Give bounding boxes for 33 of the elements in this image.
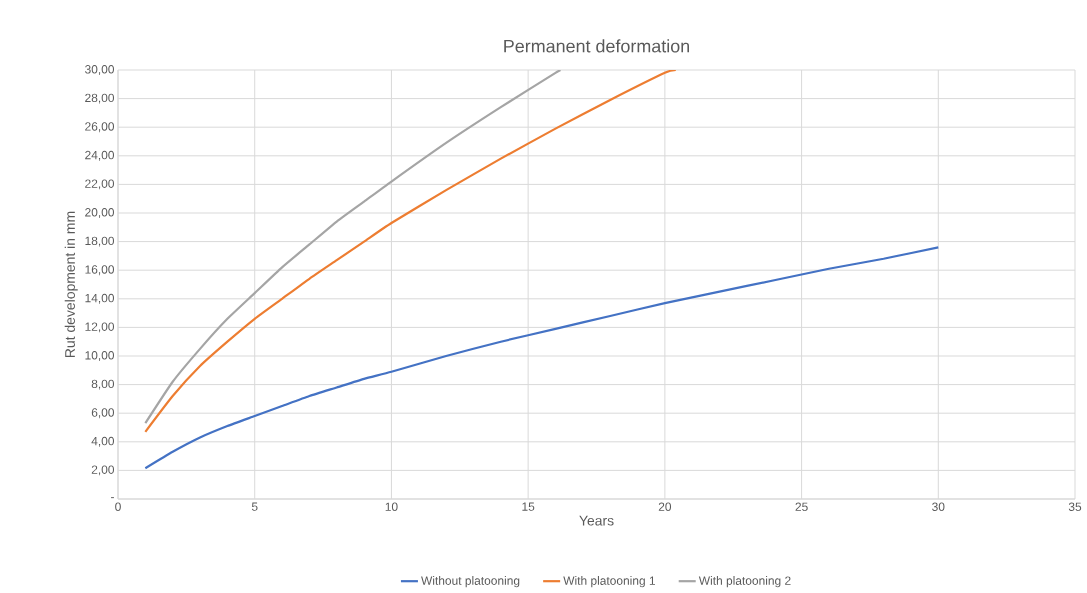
legend-label: Without platooning [421, 576, 520, 588]
x-tick-label: 10 [385, 502, 398, 511]
y-tick-label: 6,00 [91, 408, 115, 419]
y-tick-label: 18,00 [85, 236, 115, 247]
legend-label: With platooning 2 [698, 576, 791, 588]
x-tick-label: 25 [795, 502, 808, 511]
x-tick-label: 0 [115, 502, 121, 511]
y-tick-label: 16,00 [85, 265, 115, 276]
x-tick-label: 35 [1068, 502, 1082, 511]
y-tick-label: 14,00 [85, 293, 115, 304]
y-tick-label: 22,00 [85, 179, 115, 190]
y-axis-title: Rut development in mm [64, 211, 78, 357]
legend-label: With platooning 1 [563, 576, 656, 588]
x-axis-title: Years [579, 515, 614, 526]
y-tick-label: 24,00 [85, 150, 115, 161]
x-tick-label: 30 [932, 502, 945, 511]
y-tick-label: 20,00 [85, 208, 115, 218]
line-series [144, 246, 940, 470]
line-series [144, 70, 563, 425]
y-tick-label: - [111, 497, 114, 499]
y-tick-label: 10,00 [85, 351, 115, 361]
y-tick-label: 2,00 [91, 465, 115, 476]
chart-title: Permanent deformation [504, 39, 690, 53]
y-tick-label: 26,00 [85, 122, 115, 133]
x-tick-label: 5 [251, 502, 258, 511]
x-tick-label: 15 [522, 502, 535, 511]
y-tick-label: 12,00 [85, 322, 115, 333]
y-tick-label: 4,00 [91, 436, 115, 447]
line-series [144, 70, 677, 433]
y-tick-label: 28,00 [85, 93, 115, 104]
x-tick-label: 20 [658, 502, 672, 511]
y-tick-label: 8,00 [91, 379, 115, 390]
y-tick-label: 30,00 [85, 65, 115, 75]
